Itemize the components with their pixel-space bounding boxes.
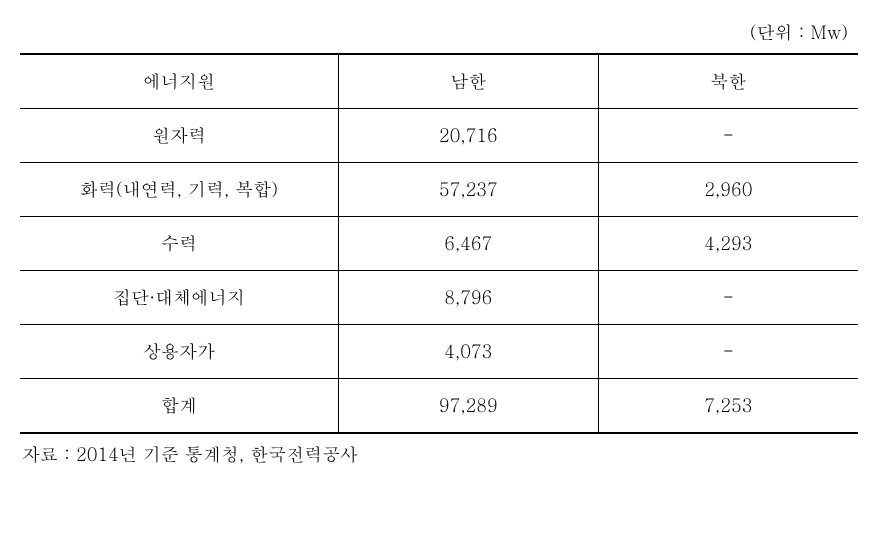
cell-north-value: - xyxy=(598,271,858,325)
cell-energy-source: 화력(내연력, 기력, 복합) xyxy=(20,163,338,217)
table-row: 화력(내연력, 기력, 복합) 57,237 2,960 xyxy=(20,163,858,217)
cell-south-value: 6,467 xyxy=(338,217,598,271)
cell-north-value: 2,960 xyxy=(598,163,858,217)
table-header-row: 에너지원 남한 북한 xyxy=(20,54,858,109)
cell-south-value: 20,716 xyxy=(338,109,598,163)
cell-north-value: 7,253 xyxy=(598,379,858,434)
cell-north-value: - xyxy=(598,109,858,163)
cell-energy-source: 합계 xyxy=(20,379,338,434)
cell-energy-source: 원자력 xyxy=(20,109,338,163)
cell-south-value: 4,073 xyxy=(338,325,598,379)
cell-north-value: 4,293 xyxy=(598,217,858,271)
cell-energy-source: 집단·대체에너지 xyxy=(20,271,338,325)
source-label: 자료 : 2014년 기준 통계청, 한국전력공사 xyxy=(20,442,858,467)
table-row: 상용자가 4,073 - xyxy=(20,325,858,379)
cell-energy-source: 상용자가 xyxy=(20,325,338,379)
column-header-south: 남한 xyxy=(338,54,598,109)
cell-south-value: 97,289 xyxy=(338,379,598,434)
cell-north-value: - xyxy=(598,325,858,379)
energy-capacity-table: 에너지원 남한 북한 원자력 20,716 - 화력(내연력, 기력, 복합) … xyxy=(20,53,858,434)
column-header-energy: 에너지원 xyxy=(20,54,338,109)
cell-south-value: 57,237 xyxy=(338,163,598,217)
unit-label: (단위 : Mw) xyxy=(20,20,858,45)
cell-south-value: 8,796 xyxy=(338,271,598,325)
column-header-north: 북한 xyxy=(598,54,858,109)
table-row: 합계 97,289 7,253 xyxy=(20,379,858,434)
table-row: 집단·대체에너지 8,796 - xyxy=(20,271,858,325)
table-row: 수력 6,467 4,293 xyxy=(20,217,858,271)
cell-energy-source: 수력 xyxy=(20,217,338,271)
table-row: 원자력 20,716 - xyxy=(20,109,858,163)
